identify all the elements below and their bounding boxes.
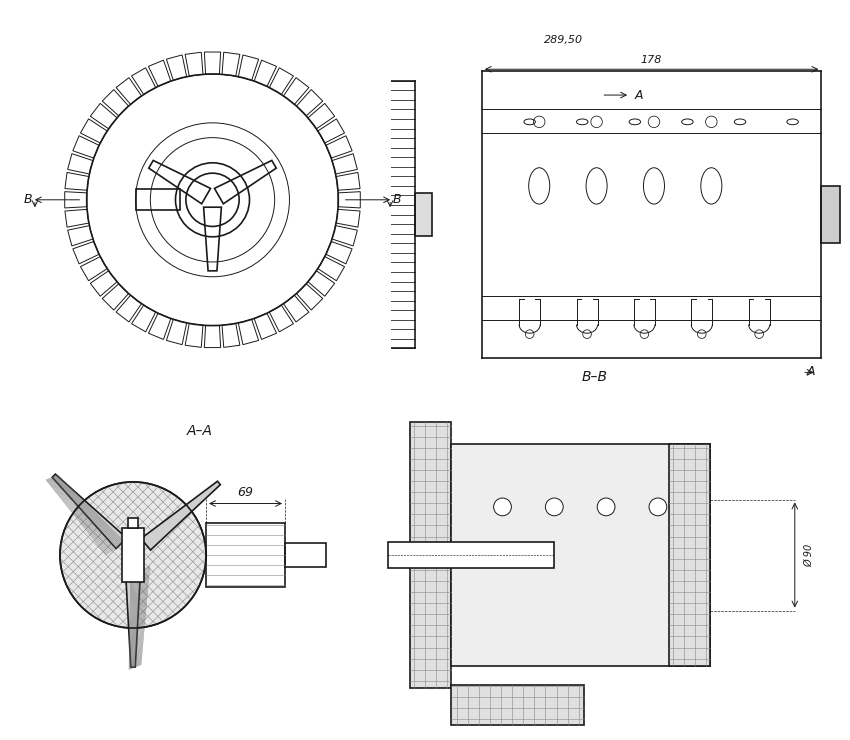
Bar (128, 519, 138, 528)
Circle shape (546, 498, 564, 516)
Bar (135, 189, 180, 210)
Text: 69: 69 (237, 486, 253, 500)
Bar (415, 193, 432, 236)
Bar (122, 528, 144, 582)
Text: B: B (393, 193, 402, 206)
Text: 178: 178 (641, 56, 662, 65)
Text: A: A (807, 366, 815, 378)
Bar (821, 186, 841, 243)
Text: Ø 90: Ø 90 (804, 543, 813, 567)
Bar (388, 542, 554, 568)
Bar (669, 444, 710, 666)
Circle shape (494, 498, 512, 516)
Bar (206, 523, 285, 587)
Circle shape (649, 498, 666, 516)
Bar (450, 444, 710, 666)
Polygon shape (141, 481, 220, 550)
Circle shape (598, 498, 615, 516)
Text: 289,50: 289,50 (543, 36, 583, 45)
Bar (410, 422, 450, 688)
Text: Ø 40: Ø 40 (439, 543, 450, 567)
Circle shape (60, 482, 206, 628)
Bar (285, 542, 326, 568)
Bar (450, 684, 584, 725)
Text: A: A (635, 89, 643, 101)
Text: A–A: A–A (186, 423, 212, 437)
Text: B: B (23, 193, 32, 206)
Polygon shape (52, 474, 127, 548)
Text: B–B: B–B (582, 370, 608, 384)
Polygon shape (126, 571, 140, 667)
